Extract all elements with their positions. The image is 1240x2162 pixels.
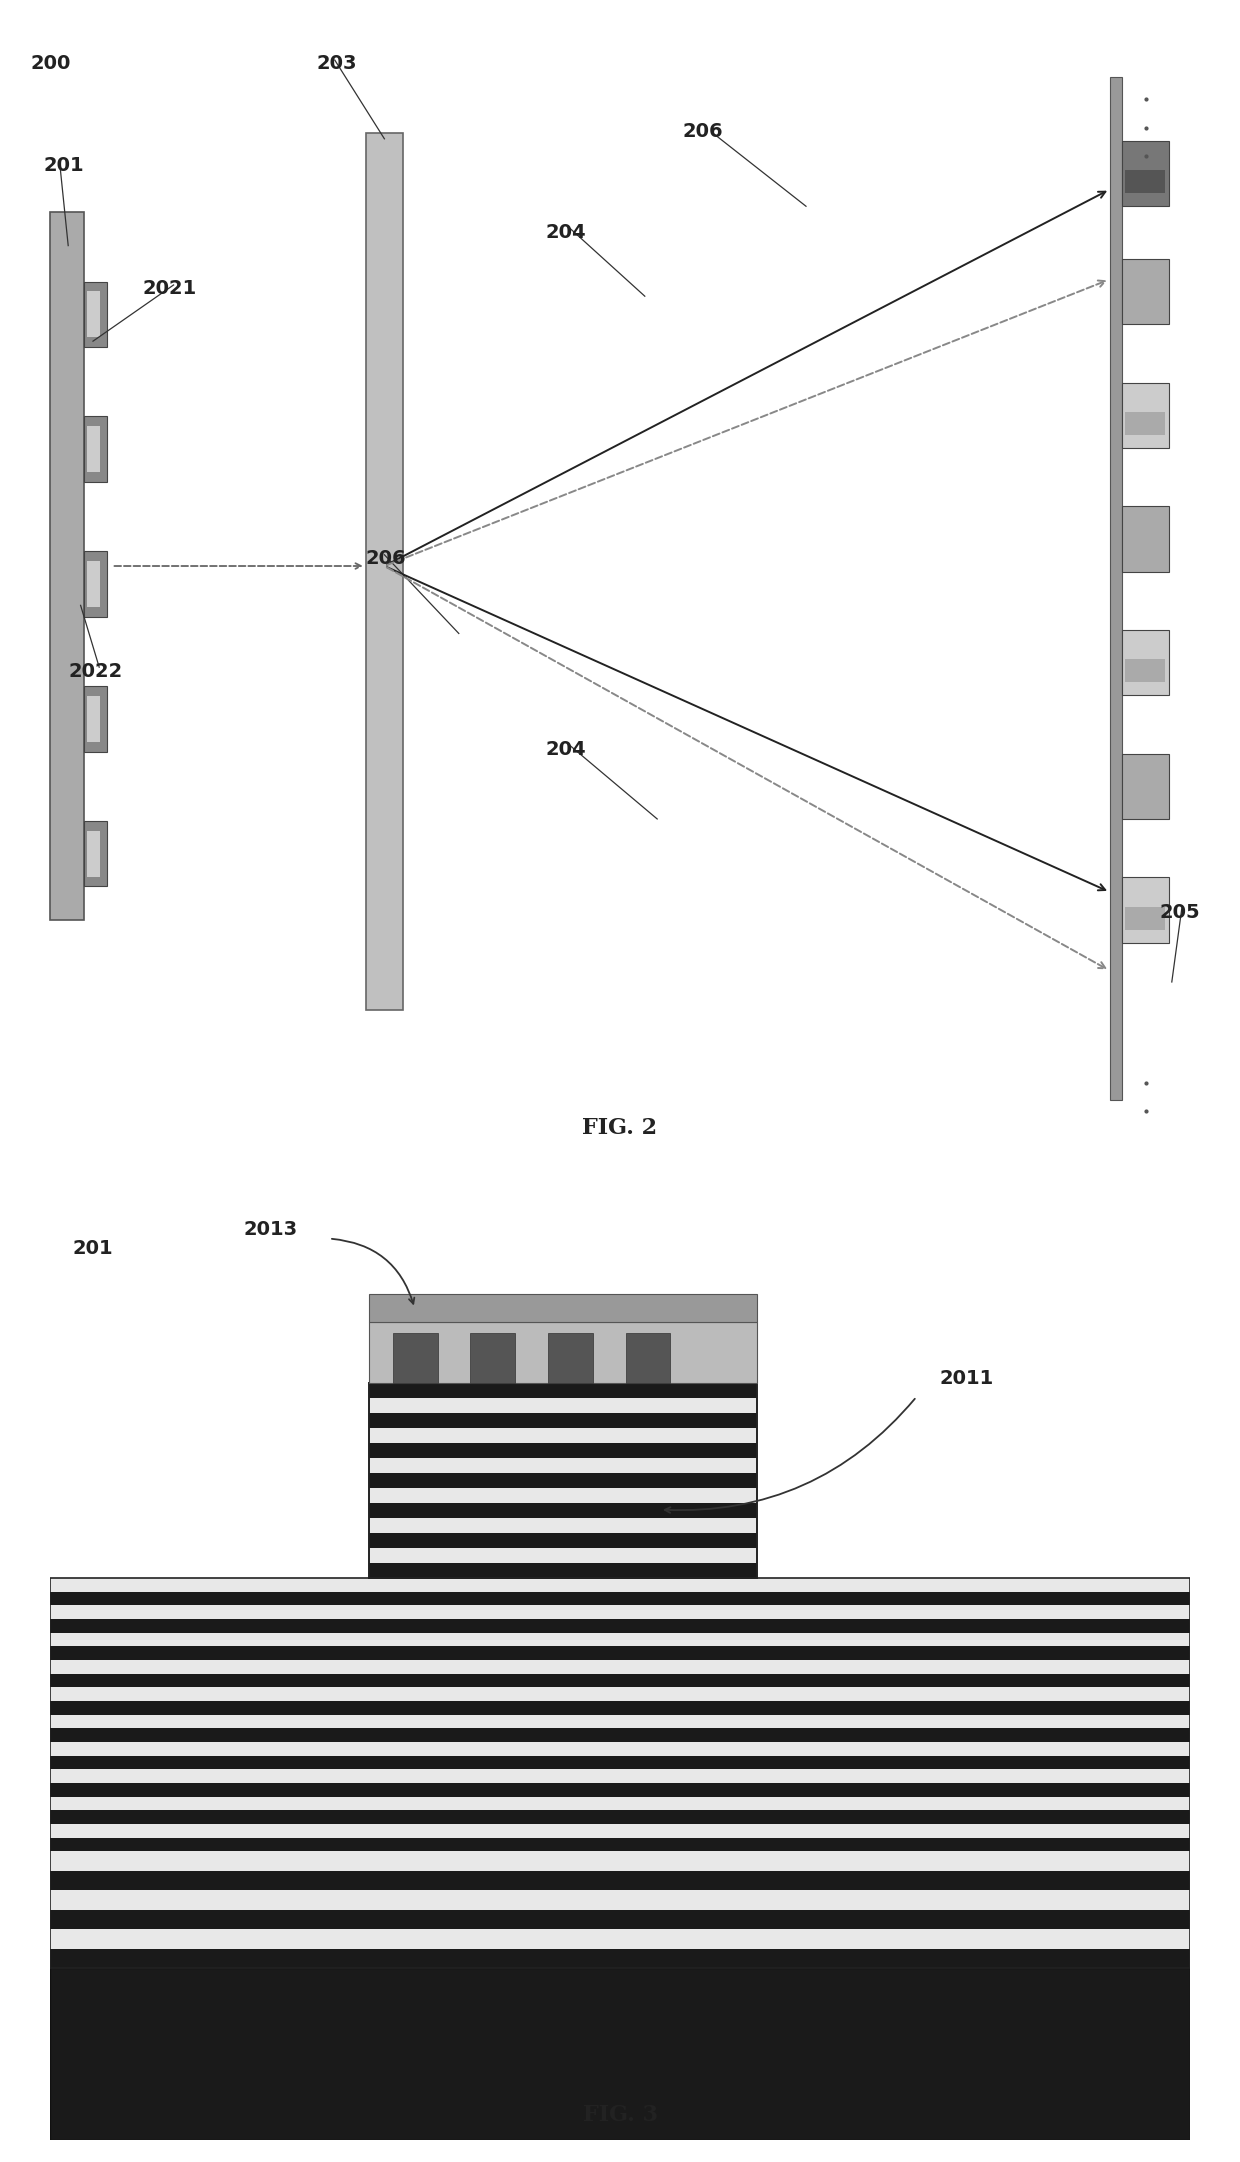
Bar: [87, 292, 100, 337]
Bar: [50, 1743, 1190, 1756]
Text: FIG. 3: FIG. 3: [583, 2104, 657, 2127]
Bar: [50, 1756, 1190, 1769]
Bar: [1125, 288, 1164, 311]
Bar: [370, 1563, 756, 1578]
Bar: [50, 1838, 1190, 1851]
Bar: [50, 1578, 1190, 1967]
Bar: [50, 1784, 1190, 1797]
Bar: [50, 1591, 1190, 1604]
Bar: [1122, 878, 1169, 943]
Bar: [1122, 383, 1169, 448]
Bar: [50, 1909, 1190, 1929]
Bar: [1122, 755, 1169, 819]
Bar: [1125, 413, 1164, 435]
Bar: [370, 1442, 756, 1457]
Bar: [87, 562, 100, 608]
Bar: [1125, 906, 1164, 930]
Text: 203: 203: [316, 54, 357, 74]
Bar: [50, 1769, 1190, 1784]
Bar: [370, 1323, 756, 1384]
Text: 201: 201: [43, 156, 84, 175]
Text: 206: 206: [682, 121, 723, 141]
Bar: [50, 1660, 1190, 1673]
Bar: [50, 1604, 1190, 1619]
Bar: [370, 1487, 756, 1503]
Text: 204: 204: [546, 223, 587, 242]
Bar: [50, 1929, 1190, 1948]
Text: 201: 201: [72, 1239, 113, 1258]
Bar: [50, 1578, 1190, 1591]
Bar: [84, 822, 107, 886]
Text: 206: 206: [366, 549, 407, 569]
Text: 200: 200: [31, 54, 72, 74]
Bar: [84, 281, 107, 346]
Bar: [50, 1825, 1190, 1838]
Bar: [1125, 783, 1164, 806]
Bar: [1125, 171, 1164, 192]
Bar: [370, 1384, 756, 1397]
Bar: [370, 1412, 756, 1427]
Bar: [370, 1533, 756, 1548]
Bar: [50, 1797, 1190, 1810]
Bar: [370, 1518, 756, 1533]
Bar: [370, 1397, 756, 1412]
Bar: [370, 1427, 756, 1442]
Bar: [366, 134, 403, 1010]
Bar: [50, 1701, 1190, 1714]
Text: 204: 204: [546, 739, 587, 759]
Text: 2021: 2021: [143, 279, 197, 298]
Bar: [50, 1870, 1190, 1890]
Bar: [370, 1295, 756, 1323]
Bar: [50, 1619, 1190, 1632]
Bar: [370, 1457, 756, 1472]
Bar: [50, 1727, 1190, 1743]
Bar: [1122, 629, 1169, 696]
Text: 2013: 2013: [243, 1219, 298, 1239]
Text: 2011: 2011: [940, 1369, 993, 1388]
Bar: [50, 1686, 1190, 1701]
Bar: [87, 830, 100, 876]
Bar: [50, 1948, 1190, 1967]
Bar: [1110, 78, 1122, 1100]
Bar: [393, 1334, 438, 1384]
Bar: [50, 1673, 1190, 1686]
Bar: [548, 1334, 593, 1384]
Bar: [84, 685, 107, 752]
Text: 205: 205: [1159, 904, 1200, 923]
Bar: [50, 1714, 1190, 1727]
Text: FIG. 2: FIG. 2: [583, 1118, 657, 1139]
Bar: [50, 212, 84, 921]
Bar: [50, 1967, 1190, 2140]
Bar: [50, 1890, 1190, 1909]
Bar: [470, 1334, 516, 1384]
Bar: [370, 1384, 756, 1578]
Bar: [84, 551, 107, 616]
Bar: [370, 1503, 756, 1518]
Bar: [50, 1851, 1190, 1870]
Bar: [1122, 506, 1169, 571]
Bar: [50, 1632, 1190, 1645]
Bar: [1125, 536, 1164, 558]
Bar: [50, 1810, 1190, 1825]
Bar: [1122, 141, 1169, 205]
Bar: [1125, 659, 1164, 683]
Bar: [370, 1548, 756, 1563]
Bar: [87, 696, 100, 742]
Bar: [1122, 259, 1169, 324]
Bar: [626, 1334, 671, 1384]
Bar: [87, 426, 100, 471]
Bar: [370, 1472, 756, 1487]
Text: 2022: 2022: [68, 662, 123, 681]
Bar: [84, 417, 107, 482]
Bar: [50, 1645, 1190, 1660]
